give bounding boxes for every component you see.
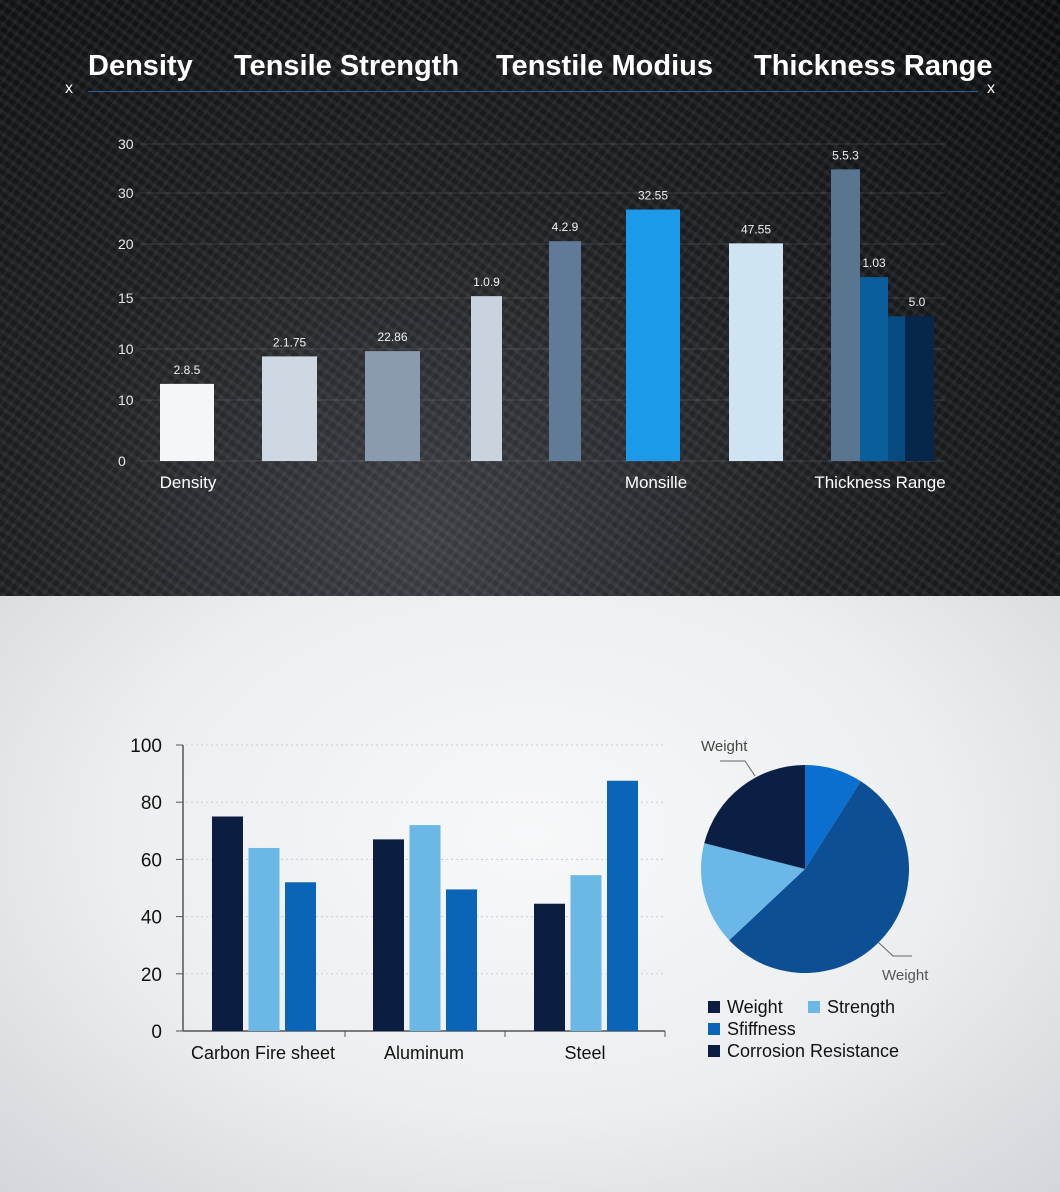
category-label: Steel: [564, 1043, 605, 1063]
y-tick-label: 20: [118, 236, 134, 252]
category-label: Thickness Range: [814, 473, 945, 492]
bar: [285, 882, 316, 1031]
bar: [409, 825, 441, 1031]
y-tick-label: 40: [141, 908, 162, 929]
y-tick-label: 30: [118, 136, 134, 152]
data-label: 5.0: [909, 295, 926, 309]
pie-annotation: Weight: [882, 967, 929, 984]
y-tick-label: 60: [141, 850, 162, 871]
pie-slice: [729, 781, 909, 973]
data-label: 47.55: [741, 222, 771, 236]
bottom-panel: 0 20 40 60 80 100 Carbon Fire sheet Aluminum Ste…: [0, 596, 1060, 1192]
bar: [570, 875, 602, 1031]
bar: [905, 316, 934, 461]
legend-swatch: [808, 1001, 820, 1013]
legend-swatch: [708, 1045, 720, 1057]
category-label: Monsille: [625, 473, 687, 492]
y-tick-label: 0: [118, 453, 126, 469]
pie-slice: [805, 765, 861, 869]
data-label: 1.03: [862, 256, 886, 270]
legend-label: Corrosion Resistance: [727, 1041, 899, 1061]
bar: [860, 277, 888, 461]
pie-annotation: Weight: [701, 738, 748, 755]
bar: [626, 209, 680, 461]
y-tick-label: 0: [151, 1022, 162, 1043]
bar: [729, 243, 783, 461]
bar: [262, 356, 317, 461]
annotation-leader: [720, 760, 756, 777]
category-label: Aluminum: [384, 1043, 464, 1063]
category-label: Carbon Fire sheet: [191, 1043, 335, 1063]
bar: [365, 351, 420, 461]
data-label: 1.0.9: [473, 275, 500, 289]
pie-slice: [704, 765, 805, 869]
annotation-leader: [877, 941, 912, 957]
data-label: 2.1.75: [273, 335, 307, 349]
header-tab-thickness-range: Thickness Range: [754, 50, 993, 82]
top-bar-chart: 0 10 10 15 20 30 30 2.8.5 2.1.75 22.86 1.0.9 4.2.9 3…: [118, 136, 945, 492]
data-label: 5.5.3: [832, 148, 859, 162]
bar: [549, 241, 581, 461]
bar: [471, 296, 502, 461]
y-tick-label: 10: [118, 392, 134, 408]
y-tick-label: 10: [118, 341, 134, 357]
bar: [212, 816, 243, 1031]
y-tick-label: 20: [141, 965, 162, 986]
bar: [607, 780, 638, 1031]
bar: [160, 383, 214, 461]
comparison-bar-chart: 0 20 40 60 80 100 Carbon Fire sheet Aluminum Ste…: [130, 736, 929, 1063]
bar: [248, 847, 280, 1031]
y-tick-label: 80: [141, 793, 162, 814]
pie-slice: [701, 843, 805, 941]
y-tick-label: 15: [118, 290, 134, 306]
legend-swatch: [708, 1001, 720, 1013]
header-tab-tensile-strength: Tensile Strength: [234, 50, 460, 82]
data-label: 22.86: [377, 330, 407, 344]
bar: [373, 839, 404, 1031]
top-panel: Density Tensile Strength Tenstile Modius…: [0, 0, 1060, 596]
legend-label: Weight: [727, 997, 783, 1017]
legend-swatch: [708, 1023, 720, 1035]
y-tick-label: 100: [130, 736, 162, 757]
data-label: 4.2.9: [552, 220, 579, 234]
header-divider: [88, 91, 978, 92]
header-tab-density: Density: [88, 50, 193, 82]
bar: [534, 903, 565, 1031]
data-label: 32.55: [638, 189, 668, 203]
bar: [831, 169, 860, 462]
left-x-mark: x: [65, 80, 73, 97]
legend-label: Strength: [827, 997, 895, 1017]
bar: [446, 889, 477, 1031]
y-tick-label: 30: [118, 185, 134, 201]
category-label: Density: [160, 473, 217, 492]
legend-label: Sfiffness: [727, 1019, 796, 1039]
header-tab-tensile-modulus: Tenstile Modius: [496, 50, 713, 82]
right-x-mark: x: [987, 80, 995, 97]
bar: [888, 316, 905, 461]
data-label: 2.8.5: [174, 363, 201, 377]
